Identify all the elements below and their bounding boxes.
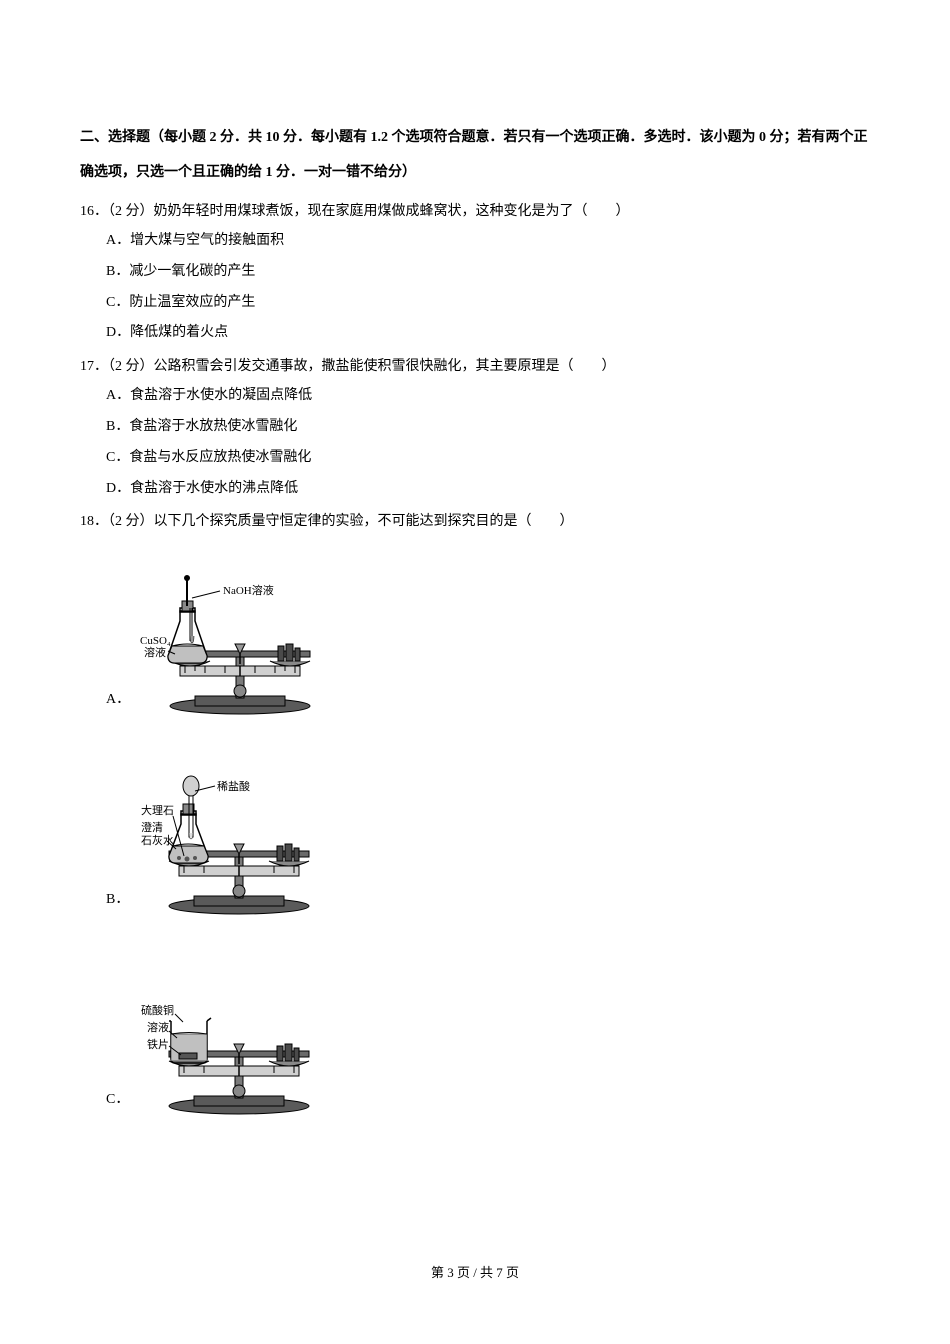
- question-16: 16．（2 分）奶奶年轻时用煤球煮饭，现在家庭用煤做成蜂窝状，这种变化是为了（ …: [80, 198, 870, 349]
- label-solution: 溶液: [144, 645, 166, 659]
- section-header: 二、选择题（每小题 2 分．共 10 分．每小题有 1.2 个选项符合题意．若只…: [80, 120, 870, 190]
- question-stem: 16．（2 分）奶奶年轻时用煤球煮饭，现在家庭用煤做成蜂窝状，这种变化是为了（ …: [80, 198, 870, 226]
- option-b: B．减少一氧化碳的产生: [106, 257, 870, 288]
- option-a: A．食盐溶于水使水的凝固点降低: [106, 381, 870, 412]
- figure-b: 稀盐酸 大理石 澄清 石灰水: [139, 736, 339, 916]
- balance-scale-a-icon: NaOH溶液 CuSO₄ 溶液: [140, 536, 340, 716]
- question-text: 公路积雪会引发交通事故，撒盐能使积雪很快融化，其主要原理是（ ）: [154, 359, 616, 374]
- option-b-figure: B．: [80, 736, 870, 916]
- label-iron: 铁片: [147, 1038, 169, 1051]
- label-cuso4: CuSO₄: [140, 635, 171, 647]
- option-c: C．食盐与水反应放热使冰雪融化: [106, 443, 870, 474]
- figure-c: 硫酸铜 溶液 铁片: [139, 936, 339, 1116]
- question-points: （2 分）: [108, 204, 154, 219]
- question-number: 18: [80, 514, 94, 529]
- question-17: 17．（2 分）公路积雪会引发交通事故，撒盐能使积雪很快融化，其主要原理是（ ）…: [80, 353, 870, 504]
- option-a: A．增大煤与空气的接触面积: [106, 226, 870, 257]
- question-number: 17: [80, 359, 94, 374]
- question-text: 以下几个探究质量守恒定律的实验，不可能达到探究目的是（ ）: [154, 514, 574, 529]
- label-cuso4: 硫酸铜: [141, 1003, 174, 1017]
- option-d: D．食盐溶于水使水的沸点降低: [106, 474, 870, 505]
- option-c: C．防止温室效应的产生: [106, 288, 870, 319]
- options-list: A．增大煤与空气的接触面积 B．减少一氧化碳的产生 C．防止温室效应的产生 D．…: [80, 226, 870, 349]
- label-clear: 澄清: [141, 820, 163, 834]
- question-number: 16: [80, 204, 94, 219]
- label-hcl: 稀盐酸: [217, 779, 250, 793]
- label-limewater: 石灰水: [141, 833, 174, 847]
- option-c-figure: C．: [80, 936, 870, 1116]
- option-a-figure: A．: [80, 536, 870, 716]
- option-label: B．: [106, 887, 129, 916]
- question-stem: 18．（2 分）以下几个探究质量守恒定律的实验，不可能达到探究目的是（ ）: [80, 508, 870, 536]
- question-18: 18．（2 分）以下几个探究质量守恒定律的实验，不可能达到探究目的是（ ） A．: [80, 508, 870, 1116]
- label-naoh: NaOH溶液: [223, 583, 274, 597]
- option-label: A．: [106, 687, 130, 716]
- option-label: C．: [106, 1087, 129, 1116]
- question-points: （2 分）: [108, 359, 154, 374]
- question-stem: 17．（2 分）公路积雪会引发交通事故，撒盐能使积雪很快融化，其主要原理是（ ）: [80, 353, 870, 381]
- label-solution: 溶液: [147, 1020, 169, 1034]
- figure-a: NaOH溶液 CuSO₄ 溶液: [140, 536, 340, 716]
- page-footer: 第 3 页 / 共 7 页: [0, 1261, 950, 1284]
- balance-scale-b-icon: 稀盐酸 大理石 澄清 石灰水: [139, 736, 339, 916]
- label-marble: 大理石: [141, 803, 174, 817]
- option-d: D．降低煤的着火点: [106, 318, 870, 349]
- options-list: A．食盐溶于水使水的凝固点降低 B．食盐溶于水放热使冰雪融化 C．食盐与水反应放…: [80, 381, 870, 504]
- balance-scale-c-icon: 硫酸铜 溶液 铁片: [139, 936, 339, 1116]
- option-b: B．食盐溶于水放热使冰雪融化: [106, 412, 870, 443]
- question-text: 奶奶年轻时用煤球煮饭，现在家庭用煤做成蜂窝状，这种变化是为了（ ）: [154, 204, 630, 219]
- question-points: （2 分）: [108, 514, 154, 529]
